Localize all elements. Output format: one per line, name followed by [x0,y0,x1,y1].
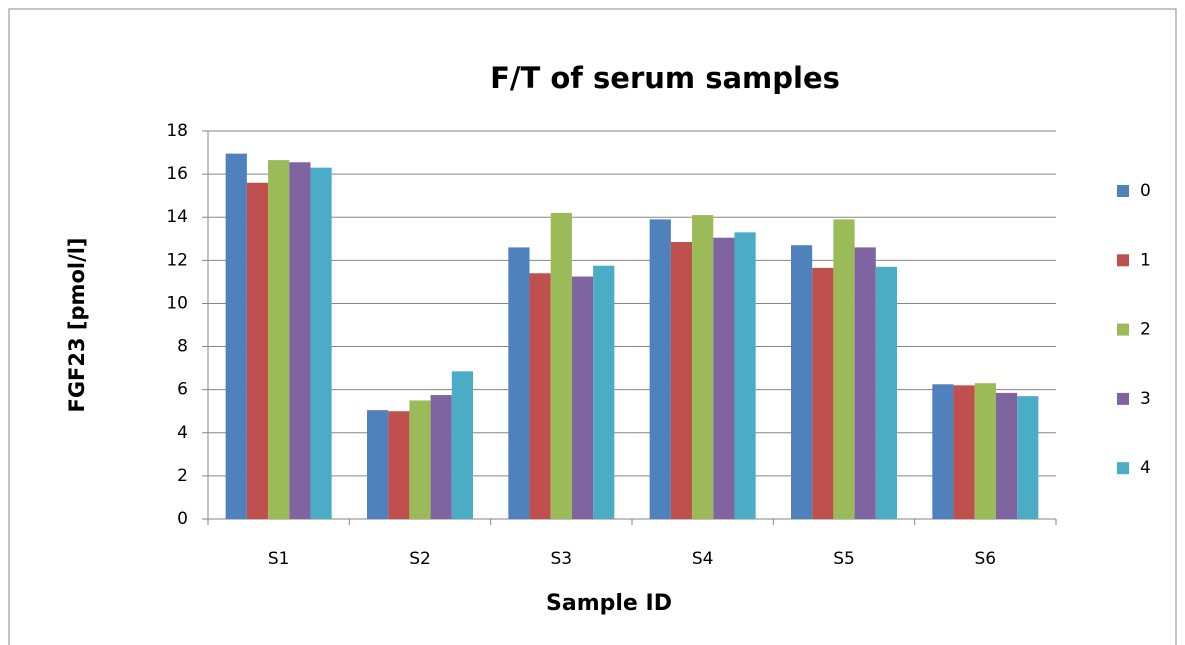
x-tick-label: S6 [975,549,997,569]
bar [310,167,332,519]
y-tick-label: 2 [177,466,188,486]
y-tick-label: 6 [177,380,188,400]
bar [1017,396,1039,519]
bar [713,237,735,519]
bar [225,153,247,519]
chart-title: F/T of serum samples [490,61,840,95]
legend-label: 1 [1140,250,1151,270]
bar [409,400,431,519]
x-axis-label: Sample ID [546,591,672,616]
bar [833,219,855,519]
bar [974,383,996,519]
bar [508,247,530,519]
bar [550,212,572,519]
bar [854,247,876,519]
bar [367,410,389,519]
y-tick-label: 8 [177,337,188,357]
bar [529,273,551,519]
x-tick-label: S4 [692,549,714,569]
legend-swatch [1117,185,1129,197]
y-tick-label: 18 [166,121,188,141]
bar [953,385,975,519]
bar [692,215,714,520]
legend-swatch [1117,323,1129,336]
x-tick-label: S1 [268,549,290,569]
chart-border [8,8,1177,645]
y-tick-label: 4 [177,423,188,443]
y-tick-label: 16 [166,164,188,184]
bar [995,392,1018,519]
y-tick-label: 0 [177,509,188,529]
bar [734,232,756,520]
bar [593,265,615,519]
legend-label: 2 [1140,320,1151,340]
x-tick-label: S5 [833,549,855,569]
bar [388,411,410,519]
x-tick-label: S2 [409,549,431,569]
bar [932,384,954,519]
legend-swatch [1117,254,1129,267]
legend-swatch [1117,462,1129,475]
legend-label: 4 [1140,458,1151,478]
legend-label: 0 [1140,181,1151,201]
bar [289,162,311,519]
bar [791,245,813,519]
y-tick-label: 12 [166,250,188,270]
y-tick-label: 14 [166,207,188,227]
bar [268,160,290,519]
legend-swatch [1117,392,1129,405]
bar [451,371,473,519]
bar [875,266,897,519]
legend-label: 3 [1140,389,1151,409]
bar [670,242,693,519]
bar [430,395,452,519]
x-tick-label: S3 [551,549,573,569]
bar [649,219,671,519]
y-tick-label: 10 [166,293,188,313]
bar [812,267,834,519]
bar [571,276,594,519]
bar [246,182,269,519]
y-axis-label: FGF23 [pmol/l] [65,237,89,412]
